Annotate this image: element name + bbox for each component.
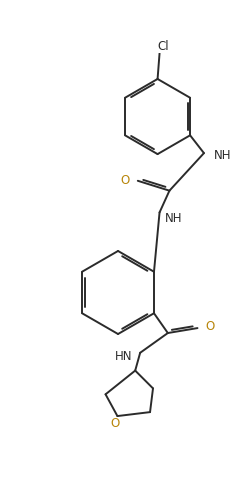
Text: O: O (205, 320, 215, 333)
Text: NH: NH (165, 212, 182, 225)
Text: O: O (111, 417, 120, 430)
Text: NH: NH (214, 148, 231, 161)
Text: HN: HN (115, 350, 132, 363)
Text: Cl: Cl (158, 40, 169, 53)
Text: O: O (121, 174, 130, 187)
